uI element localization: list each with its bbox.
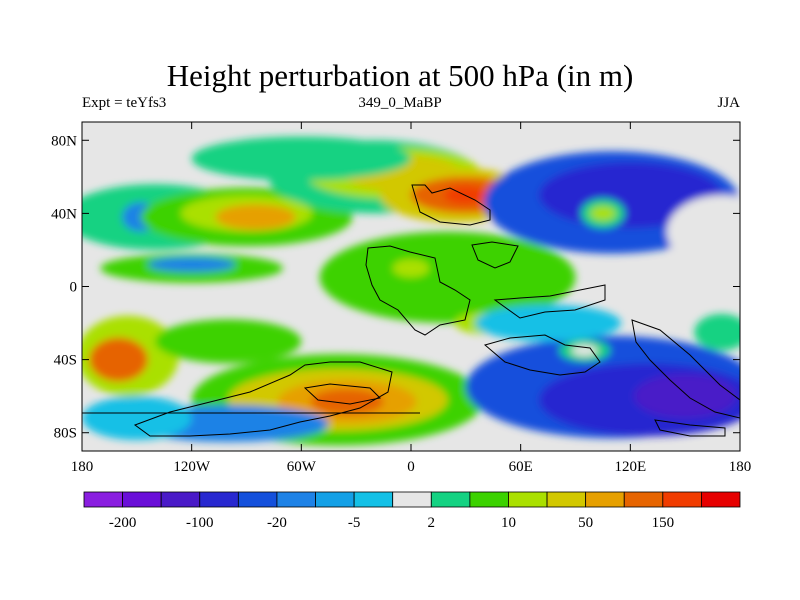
colorbar-swatch xyxy=(585,491,625,508)
colorbar-swatch xyxy=(623,491,664,508)
coast-antarctica-inner xyxy=(303,383,382,405)
field-blob xyxy=(147,257,236,272)
coast-australia-east xyxy=(631,319,740,419)
coast-antarctica xyxy=(133,361,393,437)
colorbar-label: 10 xyxy=(501,515,516,531)
colorbar-swatch xyxy=(546,491,587,508)
coast-india-asia xyxy=(493,284,606,319)
coast-asia xyxy=(411,184,491,226)
height-field xyxy=(82,122,740,451)
colorbar-label: 50 xyxy=(578,515,593,531)
field-blob xyxy=(155,319,302,364)
colorbar-swatch xyxy=(392,491,432,508)
field-blob xyxy=(571,344,598,356)
colorbar-swatch xyxy=(160,491,201,508)
x-tick-label: 120W xyxy=(173,459,211,475)
y-axis: 80N 40N 0 40S 80S xyxy=(51,133,740,442)
coast-arabia xyxy=(471,241,519,269)
x-tick-label: 180 xyxy=(71,459,94,475)
colorbar-swatch xyxy=(199,491,239,508)
coast-africa xyxy=(365,245,471,336)
y-tick-label: 80N xyxy=(51,133,77,149)
x-tick-label: 0 xyxy=(407,459,415,475)
field-blob xyxy=(474,304,622,342)
field-blob xyxy=(191,136,411,181)
colorbar: -200 -100 -20 -5 2 10 50 150 xyxy=(83,491,741,531)
period-label: 349_0_MaBP xyxy=(358,95,442,111)
coastlines xyxy=(82,184,740,437)
field-blob xyxy=(215,204,296,230)
field-blob xyxy=(392,259,430,278)
field-blob xyxy=(694,313,740,351)
field-blob xyxy=(310,388,384,415)
colorbar-label: -100 xyxy=(186,515,214,531)
chart-title: Height perturbation at 500 hPa (in m) xyxy=(166,58,634,93)
colorbar-swatch xyxy=(122,491,162,508)
x-tick-label: 60E xyxy=(509,459,533,475)
coast-nz xyxy=(654,419,726,437)
colorbar-swatch xyxy=(430,491,471,508)
experiment-label: Expt = teYfs3 xyxy=(82,95,167,111)
colorbar-swatch xyxy=(469,491,509,508)
colorbar-label: -5 xyxy=(348,515,361,531)
x-axis: 180 120W 60W 0 60E 120E 180 xyxy=(71,122,752,475)
y-tick-label: 40S xyxy=(54,353,77,369)
field-blob xyxy=(633,374,737,419)
colorbar-swatch xyxy=(701,491,741,508)
field-blob xyxy=(319,231,576,324)
colorbar-label: 2 xyxy=(428,515,436,531)
field-blob xyxy=(89,337,148,382)
field-blob xyxy=(590,206,616,221)
field-blob xyxy=(82,396,192,441)
colorbar-swatch xyxy=(353,491,394,508)
coast-australia xyxy=(483,334,601,376)
y-tick-label: 40N xyxy=(51,206,77,222)
x-tick-label: 120E xyxy=(614,459,646,475)
colorbar-swatch xyxy=(237,491,278,508)
field-blob xyxy=(666,195,740,269)
colorbar-label: 150 xyxy=(652,515,675,531)
y-tick-label: 80S xyxy=(54,426,77,442)
colorbar-swatch xyxy=(315,491,355,508)
colorbar-swatch xyxy=(662,491,702,508)
colorbar-label: -20 xyxy=(267,515,287,531)
y-tick-label: 0 xyxy=(70,280,78,296)
colorbar-label: -200 xyxy=(109,515,137,531)
colorbar-swatch xyxy=(508,491,548,508)
season-label: JJA xyxy=(717,95,740,111)
colorbar-swatch xyxy=(83,491,123,508)
x-tick-label: 60W xyxy=(287,459,317,475)
colorbar-swatch xyxy=(276,491,316,508)
x-tick-label: 180 xyxy=(729,459,752,475)
